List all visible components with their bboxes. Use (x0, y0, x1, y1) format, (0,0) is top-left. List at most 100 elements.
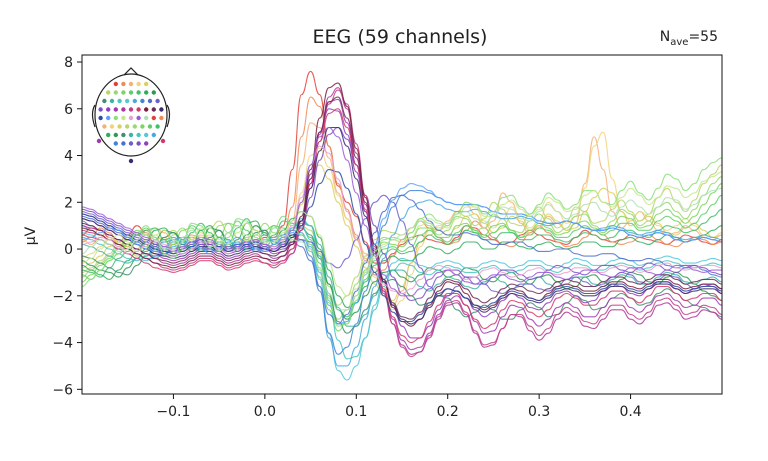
sensor-dot (121, 141, 126, 146)
sensor-dot (121, 81, 126, 87)
series-line-ch04 (82, 131, 722, 311)
x-tick-label: 0.0 (254, 404, 276, 420)
x-tick-label: 0.3 (528, 404, 550, 420)
nave-prefix: N (660, 29, 670, 45)
sensor-dot (121, 115, 126, 121)
sensor-dot (96, 138, 102, 144)
series-line-ch34 (82, 145, 722, 295)
series-line-ch33 (82, 171, 722, 297)
sensor-dot (106, 115, 111, 121)
head-outline (94, 73, 168, 157)
sensor-dot (144, 115, 149, 121)
series-line-ch24 (82, 87, 722, 355)
sensor-dot (113, 81, 119, 87)
x-tick-label: 0.2 (437, 404, 459, 420)
sensor-dot (151, 90, 156, 95)
axis-layer: −0.1 0.0 0.1 0.2 0.3 0.4 −6 −4 −2 0 2 4 6 8 (52, 55, 641, 420)
sensor-dot (128, 81, 134, 87)
sensor-dot (151, 115, 156, 121)
sensor-dot (106, 107, 111, 112)
nave-annotation: Nave=55 (660, 29, 718, 48)
y-tick-label: 6 (64, 102, 73, 118)
sensor-dot (128, 132, 134, 138)
sensor-dot (128, 107, 134, 112)
sensor-dot (136, 132, 141, 138)
sensor-dot (128, 90, 134, 95)
sensor-dot (144, 132, 149, 138)
sensor-dot (144, 107, 149, 112)
y-axis-label: µV (23, 226, 39, 245)
series-line-ch25 (82, 89, 722, 358)
sensor-dot (117, 98, 122, 104)
series-line-ch36 (82, 187, 722, 311)
sensor-dot (125, 98, 130, 104)
y-tick-label: 4 (64, 149, 73, 165)
series-line-ch03 (82, 122, 722, 306)
y-tick-label: 8 (64, 55, 73, 71)
sensor-dot (106, 132, 111, 138)
sensor-dot (121, 132, 126, 138)
series-line-ch32 (82, 157, 722, 327)
sensor-dot (147, 98, 153, 104)
sensor-dot (136, 115, 141, 121)
sensor-dot (151, 132, 156, 138)
sensor-dot (140, 124, 145, 129)
sensor-layout-inset (91, 67, 171, 164)
sensor-dot (132, 124, 137, 129)
y-tick-label: −4 (52, 336, 73, 352)
sensor-dots (96, 81, 166, 164)
sensor-dot (113, 115, 119, 121)
sensor-dot (144, 90, 149, 95)
sensor-dot (113, 107, 119, 112)
sensor-dot (121, 90, 126, 95)
sensor-dot (117, 124, 122, 129)
chart-title: EEG (59 channels) (313, 26, 488, 48)
series-line-ch30 (82, 169, 722, 323)
sensor-dot (132, 98, 137, 104)
sensor-dot (102, 124, 107, 129)
y-tick-label: −2 (52, 289, 73, 305)
sensor-dot (106, 90, 111, 95)
series-line-ch28 (82, 96, 722, 320)
x-tick-label: 0.4 (619, 404, 641, 420)
sensor-dot (147, 124, 153, 129)
sensor-dot (151, 107, 156, 112)
sensor-dot (136, 81, 141, 87)
y-tick-label: 0 (64, 242, 73, 258)
sensor-dot (102, 98, 107, 104)
sensor-dot (113, 132, 119, 138)
sensor-dot (121, 107, 126, 112)
sensor-dot (159, 115, 164, 121)
sensor-dot (128, 141, 134, 146)
sensor-dot (136, 141, 141, 146)
sensor-dot (136, 90, 141, 95)
sensor-dot (160, 138, 166, 144)
series-line-ch26 (82, 108, 722, 344)
series-line-ch23 (82, 98, 722, 351)
sensor-dot (109, 124, 115, 129)
sensor-dot (155, 98, 160, 104)
sensor-dot (125, 124, 130, 129)
series-line-ch29 (82, 126, 722, 325)
series-line-ch35 (82, 126, 722, 297)
sensor-dot (98, 115, 103, 121)
head-ear-left (91, 104, 96, 128)
sensor-dot (113, 141, 119, 146)
sensor-dot (159, 107, 164, 112)
plot-frame (81, 54, 723, 395)
x-tick-label: 0.1 (345, 404, 367, 420)
sensor-dot (128, 115, 134, 121)
sensor-dot (136, 107, 141, 112)
sensor-dot (144, 141, 149, 146)
head-nose (123, 67, 139, 76)
sensor-dot (98, 107, 103, 112)
sensor-dot (140, 98, 145, 104)
y-tick-label: 2 (64, 195, 73, 211)
series-line-ch10 (82, 208, 722, 318)
series-line-ch21 (82, 126, 722, 302)
sensor-dot (109, 98, 115, 104)
series-layer (82, 70, 722, 381)
sensor-dot (144, 81, 149, 87)
head-ear-right (166, 104, 171, 128)
